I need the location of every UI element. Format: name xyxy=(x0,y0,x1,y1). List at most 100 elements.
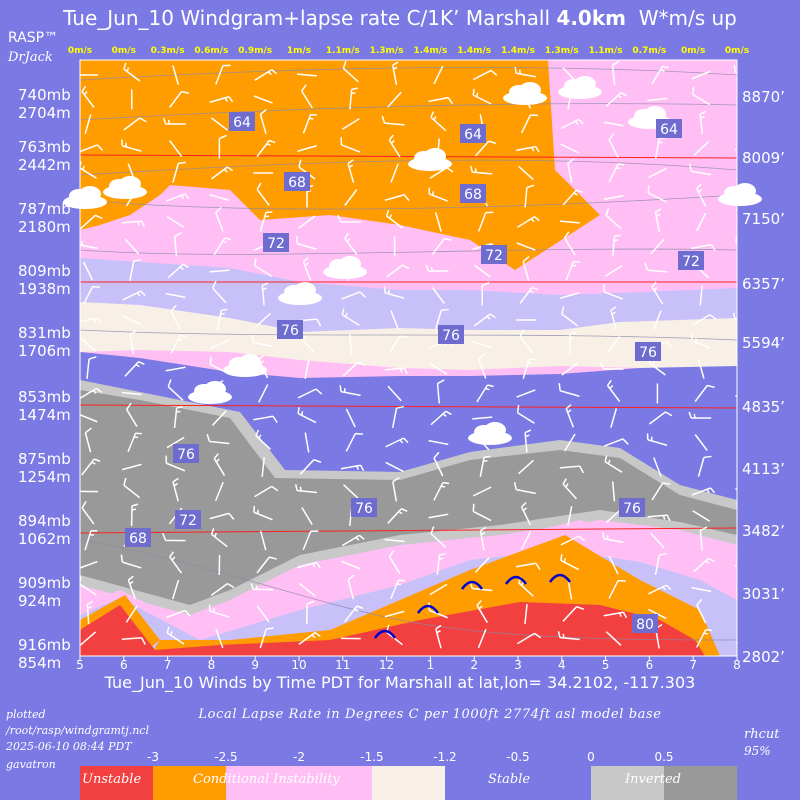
wind-barb xyxy=(735,235,737,252)
legend-value: -3 xyxy=(147,750,159,764)
svg-text:68: 68 xyxy=(288,175,306,191)
wind-barb xyxy=(341,308,360,326)
wind-barb xyxy=(559,292,580,299)
wind-barb xyxy=(173,232,182,257)
wind-barb xyxy=(473,264,491,278)
left-axis-label: 894mb 1062m xyxy=(18,512,71,548)
wind-barb xyxy=(208,604,230,618)
wind-barb xyxy=(611,481,616,502)
wind-barb xyxy=(472,416,493,420)
legend-value: -1.2 xyxy=(433,750,457,764)
right-axis-label: 5594’ xyxy=(742,334,785,352)
wind-barb xyxy=(306,600,315,625)
right-axis-label: 8009’ xyxy=(742,149,785,167)
wind-barb xyxy=(388,549,401,574)
wind-barb xyxy=(606,336,621,353)
wind-barb xyxy=(608,163,625,183)
wind-barb xyxy=(129,329,137,355)
cloud-icon xyxy=(103,176,147,199)
footer-timestamp: 2025-06-10 08:44 PDT xyxy=(6,740,132,753)
wind-barb xyxy=(569,331,577,355)
updraft-top-value: 0.7m/s xyxy=(632,46,667,56)
wind-barb xyxy=(165,193,190,202)
wind-barb xyxy=(385,461,404,473)
wind-barb xyxy=(608,133,619,158)
wind-barb xyxy=(433,65,444,85)
updraft-top-value: 1.4m/s xyxy=(501,46,535,56)
wind-barb xyxy=(341,291,366,300)
legend-value: -1.5 xyxy=(360,750,384,764)
updraft-top-value: 1.4m/s xyxy=(457,46,492,56)
left-axis-label: 916mb 854m xyxy=(18,636,71,672)
wind-barb xyxy=(349,334,353,355)
wind-barb xyxy=(210,166,234,180)
wind-barb xyxy=(84,114,92,134)
wind-barb xyxy=(347,574,355,600)
wind-barb xyxy=(472,503,492,522)
wind-barb xyxy=(473,313,496,327)
contour-label: 72 xyxy=(263,233,289,252)
wind-barb xyxy=(215,628,224,649)
rhcut-label: rhcut xyxy=(744,727,780,742)
wind-barb xyxy=(477,628,487,649)
wind-barb xyxy=(430,111,447,132)
wind-barb xyxy=(513,481,536,495)
x-tick-label: 2 xyxy=(470,658,478,672)
wind-barb xyxy=(80,214,103,230)
wind-barb xyxy=(294,484,318,494)
wind-barb xyxy=(385,437,409,448)
chart-title: Tue_Jun_10 Windgram+lapse rate C/1K’ Mar… xyxy=(63,6,737,30)
wind-barb xyxy=(567,506,573,526)
updraft-top-value: 0m/s xyxy=(724,46,750,56)
x-tick-label: 5 xyxy=(76,658,84,672)
updraft-top-value: 1.1m/s xyxy=(325,46,360,56)
wind-barb xyxy=(213,237,232,256)
wind-barb xyxy=(384,194,410,202)
svg-text:64: 64 xyxy=(233,115,251,131)
wind-barb xyxy=(560,143,580,154)
wind-barb xyxy=(604,265,623,277)
wind-barb xyxy=(167,379,184,401)
contour-label: 64 xyxy=(229,112,255,131)
x-axis-title: Tue_Jun_10 Winds by Time PDT for Marshal… xyxy=(104,673,696,692)
wind-barb xyxy=(431,237,452,255)
wind-barb xyxy=(429,583,448,596)
wind-barb xyxy=(603,121,624,127)
wind-barb xyxy=(433,481,450,501)
wind-barb xyxy=(691,334,711,349)
wind-barb xyxy=(337,214,361,223)
wind-barb xyxy=(646,433,668,446)
legend-conditional-label: Conditional Instability xyxy=(193,772,340,787)
wind-barb xyxy=(254,69,278,81)
x-tick-label: 12 xyxy=(378,658,395,672)
wind-barb xyxy=(696,598,707,624)
wind-barb xyxy=(342,60,359,83)
thermal-top-marker xyxy=(504,575,528,585)
cloud-icon xyxy=(503,82,547,105)
updraft-top-value: 0m/s xyxy=(681,46,706,56)
wind-barb xyxy=(344,605,364,623)
wind-barb xyxy=(251,334,274,348)
legend-stable-swatch xyxy=(445,766,591,800)
wind-barb xyxy=(302,257,312,281)
wind-barb xyxy=(691,86,711,106)
wind-barb xyxy=(209,96,234,103)
wind-barb xyxy=(253,505,273,521)
wind-barb xyxy=(165,455,186,472)
wind-barb xyxy=(81,500,95,525)
right-axis-label: 4835’ xyxy=(742,398,785,416)
wind-barb xyxy=(434,308,449,330)
wind-barb xyxy=(605,631,622,646)
wind-barb xyxy=(123,117,147,131)
wind-barb xyxy=(651,281,664,305)
wind-barb xyxy=(162,532,186,542)
svg-text:76: 76 xyxy=(281,323,299,339)
wind-barb xyxy=(472,69,498,81)
right-axis-label: 2802’ xyxy=(742,648,785,666)
wind-barb xyxy=(124,361,145,377)
wind-barb xyxy=(169,551,183,574)
x-tick-label: 3 xyxy=(514,658,522,672)
wind-barb xyxy=(428,187,449,202)
contour-label: 68 xyxy=(284,172,310,191)
x-tick-label: 6 xyxy=(645,658,654,672)
